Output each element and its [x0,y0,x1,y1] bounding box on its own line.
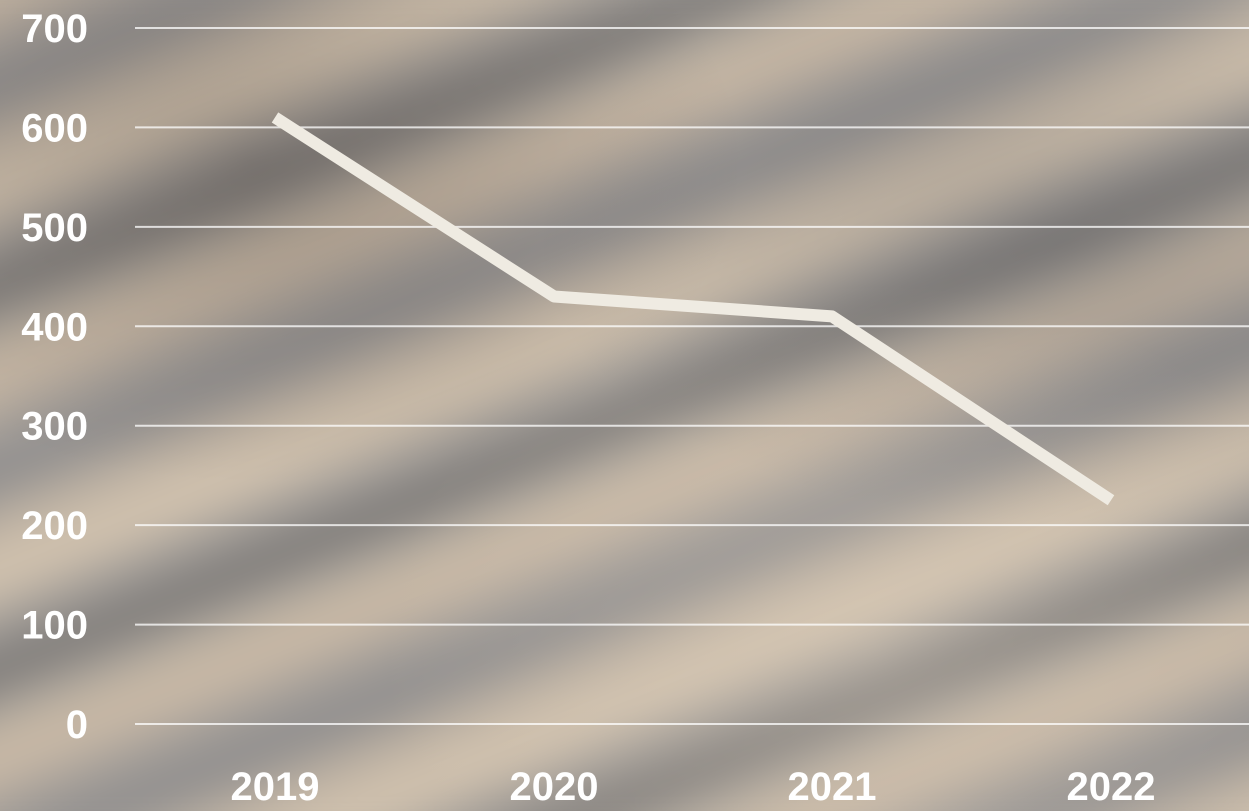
gridlines [135,27,1249,725]
y-tick-label: 100 [21,604,88,648]
x-axis: 2019 2020 2021 2022 [231,765,1156,809]
y-tick-label: 400 [21,305,88,349]
x-tick-label: 2020 [510,765,599,809]
y-tick-label: 600 [21,106,88,150]
x-tick-label: 2021 [788,765,877,809]
y-tick-label: 0 [66,703,88,747]
x-tick-label: 2022 [1067,765,1156,809]
y-tick-label: 300 [21,405,88,449]
x-tick-label: 2019 [231,765,320,809]
plot-area [271,112,1115,506]
y-tick-label: 500 [21,206,88,250]
y-tick-label: 700 [21,7,88,51]
series-line [271,112,1115,506]
y-tick-label: 200 [21,504,88,548]
y-axis: 0 100 200 300 400 500 600 700 [21,7,88,747]
